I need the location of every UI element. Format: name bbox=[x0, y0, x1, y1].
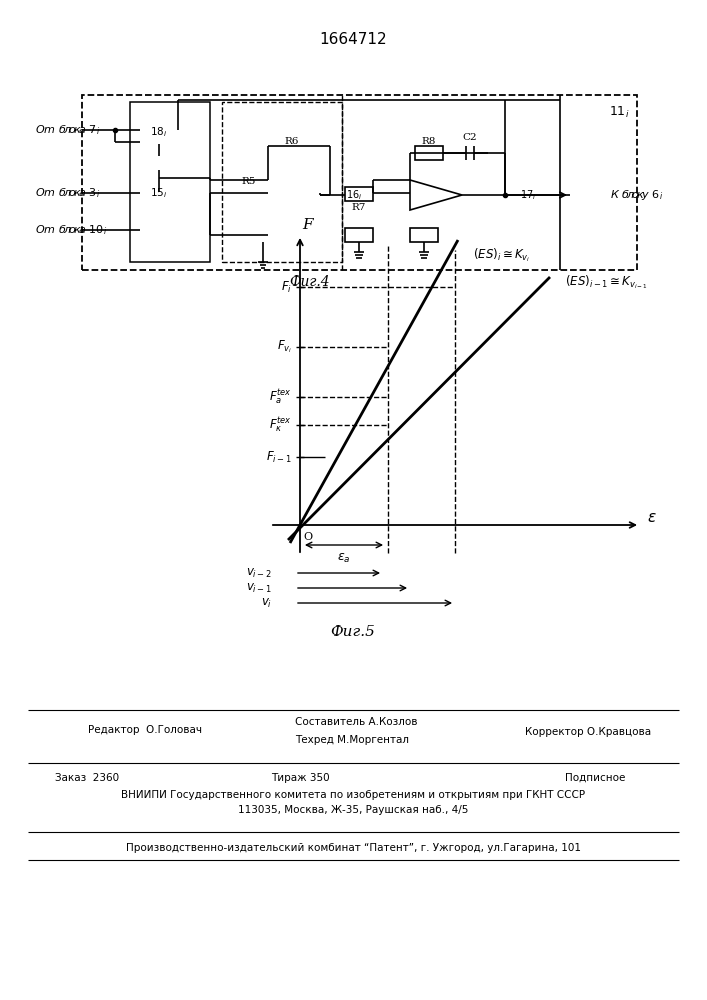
Text: $\varepsilon$: $\varepsilon$ bbox=[647, 511, 657, 525]
Text: R7: R7 bbox=[352, 204, 366, 213]
Text: $v_{i-2}$: $v_{i-2}$ bbox=[246, 566, 272, 580]
Bar bbox=[140, 181, 178, 205]
Text: Производственно-издательский комбинат “Патент”, г. Ужгород, ул.Гагарина, 101: Производственно-издательский комбинат “П… bbox=[126, 843, 580, 853]
Text: $v_{i-1}$: $v_{i-1}$ bbox=[246, 581, 272, 595]
Text: $17_i$: $17_i$ bbox=[520, 188, 537, 202]
Text: Фиг.5: Фиг.5 bbox=[331, 625, 375, 639]
Text: $18_i$: $18_i$ bbox=[151, 125, 168, 139]
Text: $F_i$: $F_i$ bbox=[281, 279, 292, 295]
Text: Заказ  2360: Заказ 2360 bbox=[55, 773, 119, 783]
Text: R6: R6 bbox=[285, 136, 299, 145]
Text: Фиг.4: Фиг.4 bbox=[290, 275, 330, 289]
Polygon shape bbox=[268, 180, 320, 210]
Text: 1664712: 1664712 bbox=[319, 32, 387, 47]
Text: 113035, Москва, Ж-35, Раушская наб., 4/5: 113035, Москва, Ж-35, Раушская наб., 4/5 bbox=[238, 805, 468, 815]
Bar bbox=[130, 102, 210, 262]
Bar bbox=[235, 228, 263, 242]
Text: $15_i$: $15_i$ bbox=[151, 186, 168, 200]
Bar bbox=[146, 226, 172, 240]
Bar bbox=[146, 156, 172, 170]
Polygon shape bbox=[410, 180, 462, 210]
Text: F: F bbox=[303, 218, 313, 232]
Text: $\varepsilon_a$: $\varepsilon_a$ bbox=[337, 551, 351, 565]
Text: Тираж 350: Тираж 350 bbox=[271, 773, 329, 783]
Bar bbox=[278, 146, 306, 160]
Text: $Om\ б\!л\!о\!к\!а\ 3_i$: $Om\ б\!л\!о\!к\!а\ 3_i$ bbox=[35, 186, 100, 200]
Text: C2: C2 bbox=[462, 133, 477, 142]
Bar bbox=[235, 187, 263, 201]
Text: Техред М.Моргентал: Техред М.Моргентал bbox=[295, 735, 409, 745]
Text: Редактор  О.Головач: Редактор О.Головач bbox=[88, 725, 202, 735]
Bar bbox=[82, 95, 637, 270]
Bar bbox=[345, 187, 373, 201]
Text: $(ES)_{i-1} \cong K_{v_{i-1}}$: $(ES)_{i-1} \cong K_{v_{i-1}}$ bbox=[565, 273, 648, 291]
Text: $F_a^{tex}$: $F_a^{tex}$ bbox=[269, 387, 292, 407]
Text: $v_i$: $v_i$ bbox=[261, 596, 272, 610]
Bar bbox=[140, 120, 178, 144]
Text: O: O bbox=[303, 532, 312, 542]
Text: $F_\kappa^{tex}$: $F_\kappa^{tex}$ bbox=[269, 415, 292, 435]
Text: $Om\ б\!л\!о\!к\!а\ 10_i$: $Om\ б\!л\!о\!к\!а\ 10_i$ bbox=[35, 223, 107, 237]
Text: Корректор О.Кравцова: Корректор О.Кравцова bbox=[525, 727, 651, 737]
Bar bbox=[345, 228, 373, 242]
Text: $(ES)_i \cong K_{v_i}$: $(ES)_i \cong K_{v_i}$ bbox=[473, 246, 530, 264]
Bar bbox=[415, 146, 443, 160]
Text: $Om\ б\!л\!о\!к\!а\ 7_i$: $Om\ б\!л\!о\!к\!а\ 7_i$ bbox=[35, 123, 100, 137]
Text: Подписное: Подписное bbox=[565, 773, 626, 783]
Text: $F_{i-1}$: $F_{i-1}$ bbox=[267, 449, 292, 465]
Bar bbox=[222, 102, 342, 262]
Text: $11_i$: $11_i$ bbox=[609, 105, 629, 120]
Text: ВНИИПИ Государственного комитета по изобретениям и открытиям при ГКНТ СССР: ВНИИПИ Государственного комитета по изоб… bbox=[121, 790, 585, 800]
Text: $F_{v_i}$: $F_{v_i}$ bbox=[277, 339, 292, 355]
Text: Составитель А.Козлов: Составитель А.Козлов bbox=[295, 717, 418, 727]
Text: $16_i$: $16_i$ bbox=[346, 188, 362, 202]
Text: R5: R5 bbox=[242, 176, 256, 186]
Text: R8: R8 bbox=[422, 136, 436, 145]
Text: $К\ б\!л\!о\!к\!у\ 6_i$: $К\ б\!л\!о\!к\!у\ 6_i$ bbox=[610, 188, 663, 202]
Bar bbox=[410, 228, 438, 242]
